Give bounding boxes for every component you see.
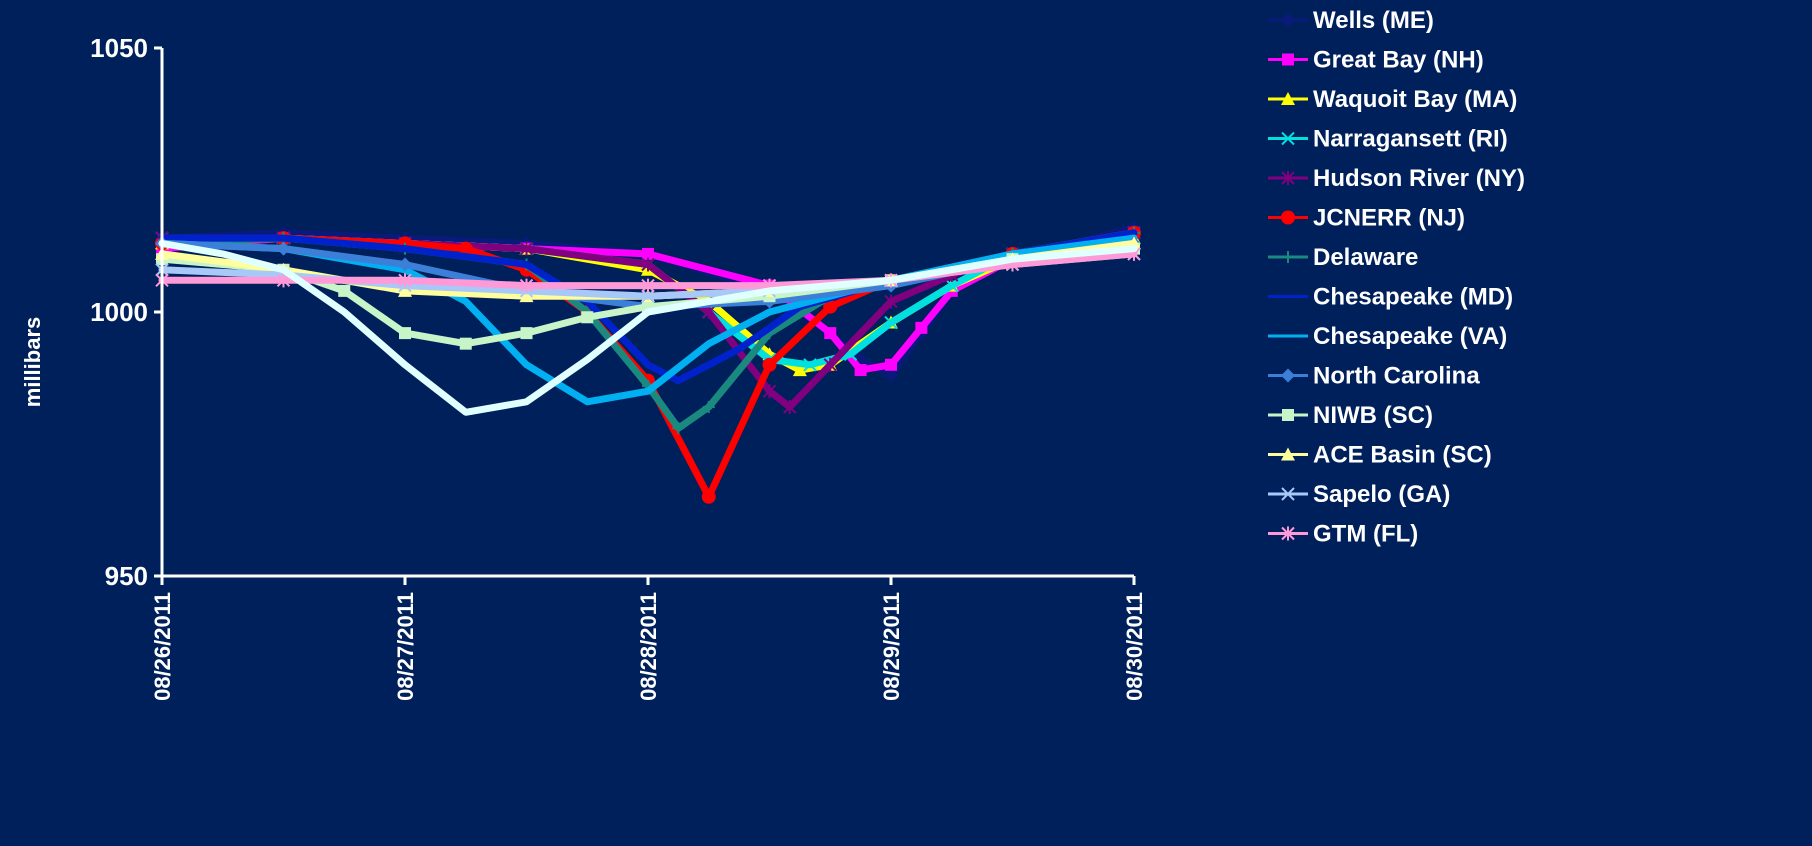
data-point-marker [783, 400, 797, 415]
data-point-marker [1281, 210, 1295, 225]
data-point-marker [1282, 409, 1294, 421]
legend-label: NIWB (SC) [1313, 402, 1433, 429]
data-point-marker [641, 278, 655, 293]
legend-label: Great Bay (NH) [1313, 47, 1484, 74]
legend-item: Sapelo (GA) [1268, 481, 1450, 508]
legend-item: NIWB (SC) [1268, 402, 1433, 429]
data-point-marker [399, 327, 411, 340]
legend-item: Narragansett (RI) [1268, 126, 1508, 153]
data-point-marker [854, 364, 867, 377]
data-point-marker [641, 289, 655, 303]
legend-item: Delaware [1268, 244, 1418, 271]
data-point-marker [672, 422, 685, 435]
data-point-marker [398, 257, 412, 272]
legend-label: Waquoit Bay (MA) [1313, 86, 1517, 113]
legend-item: North Carolina [1268, 363, 1480, 390]
data-point-marker [1281, 171, 1295, 185]
legend-item: Chesapeake (VA) [1268, 323, 1507, 350]
data-point-marker [885, 358, 897, 371]
legend-label: Delaware [1313, 244, 1418, 271]
data-point-marker [641, 257, 655, 272]
data-point-marker [520, 327, 533, 340]
data-point-marker [762, 384, 777, 399]
data-point-marker [276, 241, 291, 256]
x-tick-label: 08/30/2011 [1122, 592, 1147, 701]
data-point-marker [762, 357, 777, 372]
legend-item: Wells (ME) [1268, 7, 1434, 34]
data-point-marker [945, 278, 959, 293]
data-point-marker [824, 327, 837, 340]
y-tick-label: 1000 [90, 297, 148, 327]
data-point-marker [458, 241, 473, 256]
legend-label: North Carolina [1313, 363, 1480, 390]
legend-item: GTM (FL) [1268, 521, 1418, 548]
data-point-marker [884, 315, 898, 330]
data-point-marker [1281, 447, 1295, 461]
data-point-marker [338, 284, 351, 297]
data-point-marker [792, 363, 807, 377]
data-point-marker [1281, 487, 1295, 501]
data-point-marker [398, 273, 412, 288]
data-point-marker [884, 368, 898, 383]
legend: Wells (ME) Great Bay (NH) Waquoit Bay (MA)… [1268, 7, 1525, 548]
x-tick-label: 08/28/2011 [636, 592, 661, 701]
legend-item: Waquoit Bay (MA) [1268, 86, 1517, 113]
data-point-marker [1281, 92, 1295, 105]
data-point-marker [398, 283, 412, 297]
legend-label: Sapelo (GA) [1313, 481, 1450, 508]
y-ticks: 950 1000 1050 [90, 33, 162, 591]
data-point-marker [1281, 13, 1295, 27]
data-point-marker [1281, 368, 1295, 383]
legend-item: Great Bay (NH) [1268, 47, 1484, 74]
data-point-marker [519, 241, 534, 256]
legend-label: Wells (ME) [1313, 7, 1434, 34]
data-point-marker [642, 247, 654, 260]
y-tick-label: 950 [105, 561, 148, 591]
data-point-marker [884, 294, 898, 309]
data-point-marker [823, 299, 838, 314]
data-point-marker [519, 289, 534, 303]
series-layer [155, 220, 1141, 504]
legend-label: Hudson River (NY) [1313, 165, 1525, 192]
legend-item: JCNERR (NJ) [1268, 205, 1465, 232]
legend-label: Chesapeake (VA) [1313, 323, 1507, 350]
legend-label: Chesapeake (MD) [1313, 284, 1513, 311]
x-tick-label: 08/27/2011 [393, 592, 418, 701]
legend-label: JCNERR (NJ) [1313, 205, 1465, 232]
data-point-marker [701, 489, 716, 504]
x-ticks: 08/26/2011 08/27/2011 08/28/2011 08/29/2011… [150, 576, 1147, 701]
data-point-marker [1282, 53, 1294, 66]
series-line [158, 239, 1138, 416]
x-tick-label: 08/26/2011 [150, 592, 175, 701]
x-tick-label: 08/29/2011 [879, 592, 904, 701]
data-point-marker [1281, 131, 1295, 146]
legend-item: ACE Basin (SC) [1268, 442, 1492, 469]
y-axis-title: millibars [20, 317, 45, 407]
data-point-marker [1281, 526, 1295, 541]
data-point-marker [803, 358, 817, 372]
legend-label: GTM (FL) [1313, 521, 1418, 548]
legend-label: Narragansett (RI) [1313, 126, 1508, 153]
data-point-marker [915, 321, 928, 334]
legend-label: ACE Basin (SC) [1313, 442, 1492, 469]
data-point-marker [519, 278, 534, 293]
data-point-marker [702, 401, 715, 414]
data-point-marker [823, 357, 837, 372]
data-point-marker [459, 337, 472, 350]
series-unlabeled [158, 239, 1138, 416]
data-point-marker [1282, 251, 1294, 263]
legend-item: Chesapeake (MD) [1268, 284, 1513, 311]
legend-item: Hudson River (NY) [1268, 165, 1525, 192]
y-tick-label: 1050 [90, 33, 148, 63]
data-point-marker [581, 311, 594, 324]
